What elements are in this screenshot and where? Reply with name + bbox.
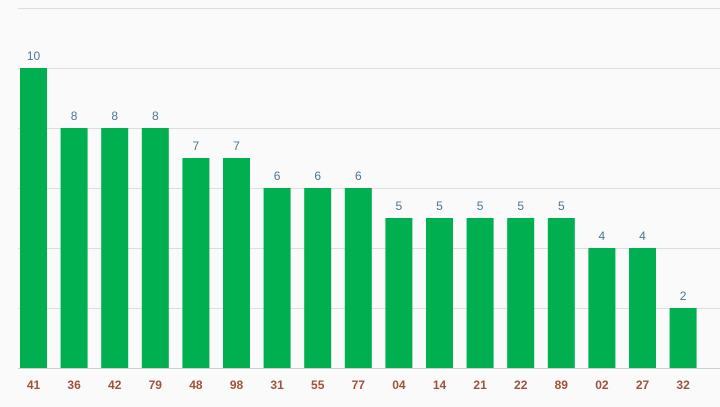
category-label-48: 48 (189, 378, 203, 392)
category-label-55: 55 (311, 378, 325, 392)
bar-04 (385, 218, 413, 368)
value-label-42: 8 (111, 109, 118, 123)
bar-32 (669, 308, 697, 368)
category-label-98: 98 (230, 378, 244, 392)
category-label-02: 02 (595, 378, 609, 392)
value-label-41: 10 (27, 49, 41, 63)
value-label-89: 5 (558, 199, 565, 213)
bar-77 (344, 188, 372, 368)
value-label-36: 8 (71, 109, 78, 123)
category-label-31: 31 (270, 378, 284, 392)
value-label-98: 7 (233, 139, 240, 153)
category-label-41: 41 (27, 378, 41, 392)
category-label-36: 36 (67, 378, 81, 392)
value-labels: 10 8 8 8 7 7 6 6 6 5 5 5 5 5 4 4 2 (27, 49, 687, 303)
bar-41 (20, 68, 47, 368)
bars (20, 68, 697, 368)
bar-36 (60, 128, 88, 368)
category-label-22: 22 (514, 378, 528, 392)
category-label-27: 27 (636, 378, 650, 392)
value-label-77: 6 (355, 169, 362, 183)
value-label-55: 6 (314, 169, 321, 183)
bar-22 (507, 218, 535, 368)
value-label-04: 5 (396, 199, 403, 213)
bar-48 (182, 158, 210, 368)
value-label-27: 4 (639, 229, 646, 243)
bar-21 (466, 218, 494, 368)
bar-98 (223, 158, 250, 368)
value-label-22: 5 (517, 199, 524, 213)
category-label-42: 42 (108, 378, 122, 392)
bar-79 (141, 128, 169, 368)
category-labels: 41 36 42 79 48 98 31 55 77 04 14 21 22 89 02 27 32 (27, 378, 690, 392)
value-label-32: 2 (680, 289, 687, 303)
value-label-02: 4 (599, 229, 606, 243)
value-label-21: 5 (477, 199, 484, 213)
bar-02 (588, 248, 616, 368)
value-label-79: 8 (152, 109, 159, 123)
category-label-77: 77 (352, 378, 366, 392)
bar-89 (547, 218, 575, 368)
bar-27 (629, 248, 656, 368)
value-label-14: 5 (436, 199, 443, 213)
bar-55 (304, 188, 332, 368)
bar-31 (263, 188, 291, 368)
bar-42 (101, 128, 129, 368)
category-label-21: 21 (473, 378, 487, 392)
category-label-14: 14 (433, 378, 447, 392)
category-label-79: 79 (149, 378, 163, 392)
value-label-31: 6 (274, 169, 281, 183)
category-label-89: 89 (555, 378, 569, 392)
category-label-04: 04 (392, 378, 406, 392)
bar-14 (426, 218, 453, 368)
value-label-48: 7 (193, 139, 200, 153)
category-label-32: 32 (676, 378, 690, 392)
